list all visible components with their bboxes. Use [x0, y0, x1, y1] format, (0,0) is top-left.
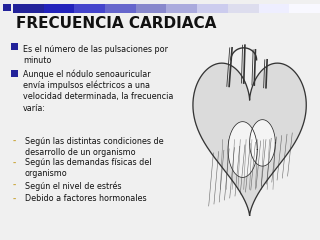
Bar	[11, 70, 18, 77]
Bar	[197, 4, 228, 13]
Text: Es el número de las pulsaciones por
minuto: Es el número de las pulsaciones por minu…	[23, 45, 168, 65]
Text: Según las distintas condiciones de
desarrollo de un organismo: Según las distintas condiciones de desar…	[25, 137, 164, 157]
Bar	[74, 4, 106, 13]
Text: -: -	[12, 194, 15, 204]
Text: Debido a factores hormonales: Debido a factores hormonales	[25, 194, 147, 204]
Text: -: -	[12, 181, 15, 190]
Bar	[259, 4, 290, 13]
Text: Según las demandas físicas del
organismo: Según las demandas físicas del organismo	[25, 158, 151, 179]
Polygon shape	[228, 122, 257, 177]
Bar	[105, 4, 136, 13]
Bar	[136, 4, 167, 13]
Text: Aunque el nódulo senoauricular
envía impulsos eléctricos a una
velocidad determi: Aunque el nódulo senoauricular envía imp…	[23, 69, 173, 113]
Text: -: -	[12, 158, 15, 168]
Bar	[13, 4, 44, 13]
Bar	[11, 43, 18, 50]
Bar	[3, 4, 11, 11]
Text: FRECUENCIA CARDIACA: FRECUENCIA CARDIACA	[16, 16, 216, 30]
Bar	[44, 4, 75, 13]
Text: Según el nivel de estrés: Según el nivel de estrés	[25, 181, 122, 191]
Bar	[166, 4, 198, 13]
Text: -: -	[12, 137, 15, 146]
Bar	[289, 4, 320, 13]
Bar	[228, 4, 259, 13]
Polygon shape	[250, 120, 275, 166]
Polygon shape	[193, 63, 306, 216]
